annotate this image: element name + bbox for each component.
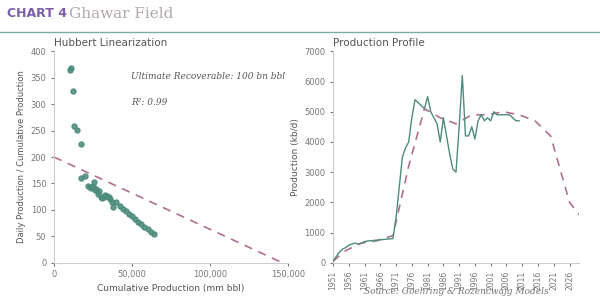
- Point: [124, 211, 134, 216]
- Y-axis label: Production (kb/d): Production (kb/d): [291, 118, 300, 196]
- Point: [88, 184, 98, 188]
- Point: [104, 194, 113, 199]
- Point: [106, 197, 115, 202]
- Point: [133, 219, 143, 224]
- Point: [83, 184, 93, 188]
- Point: [67, 66, 76, 71]
- Text: Production Profile: Production Profile: [333, 38, 425, 48]
- Point: [70, 124, 79, 129]
- Point: [112, 200, 121, 204]
- Point: [86, 186, 96, 191]
- Point: [85, 185, 95, 190]
- Point: [127, 214, 137, 219]
- Point: [143, 227, 152, 232]
- Point: [90, 187, 100, 192]
- Point: [80, 174, 90, 178]
- Text: CHART 4: CHART 4: [7, 7, 67, 20]
- Text: R²: 0.99: R²: 0.99: [131, 98, 167, 107]
- Point: [98, 196, 107, 201]
- Point: [146, 230, 155, 234]
- Point: [68, 88, 77, 93]
- Point: [65, 67, 74, 72]
- Point: [99, 194, 109, 199]
- Point: [137, 222, 146, 226]
- Y-axis label: Daily Production / Cumulative Production: Daily Production / Cumulative Production: [17, 71, 26, 243]
- Point: [115, 203, 124, 208]
- Point: [96, 194, 106, 199]
- Point: [130, 217, 140, 222]
- Point: [102, 193, 112, 198]
- Point: [89, 180, 98, 185]
- Text: Ultimate Recoverable: 100 bn bbl: Ultimate Recoverable: 100 bn bbl: [131, 72, 286, 82]
- Point: [94, 189, 104, 194]
- X-axis label: Cumulative Production (mm bbl): Cumulative Production (mm bbl): [97, 284, 245, 293]
- Point: [149, 232, 158, 237]
- Point: [107, 200, 116, 204]
- Point: [140, 224, 149, 229]
- Point: [109, 205, 118, 210]
- Text: Source: Goehring & Rozencwajg Models: Source: Goehring & Rozencwajg Models: [364, 287, 548, 296]
- Point: [121, 209, 131, 214]
- Point: [93, 192, 103, 197]
- Text: Hubbert Linearization: Hubbert Linearization: [54, 38, 167, 48]
- Point: [77, 175, 86, 180]
- Point: [101, 193, 110, 198]
- Point: [118, 207, 127, 211]
- Text: Ghawar Field: Ghawar Field: [69, 7, 173, 21]
- Point: [91, 186, 101, 191]
- Point: [76, 141, 85, 146]
- Point: [73, 127, 82, 132]
